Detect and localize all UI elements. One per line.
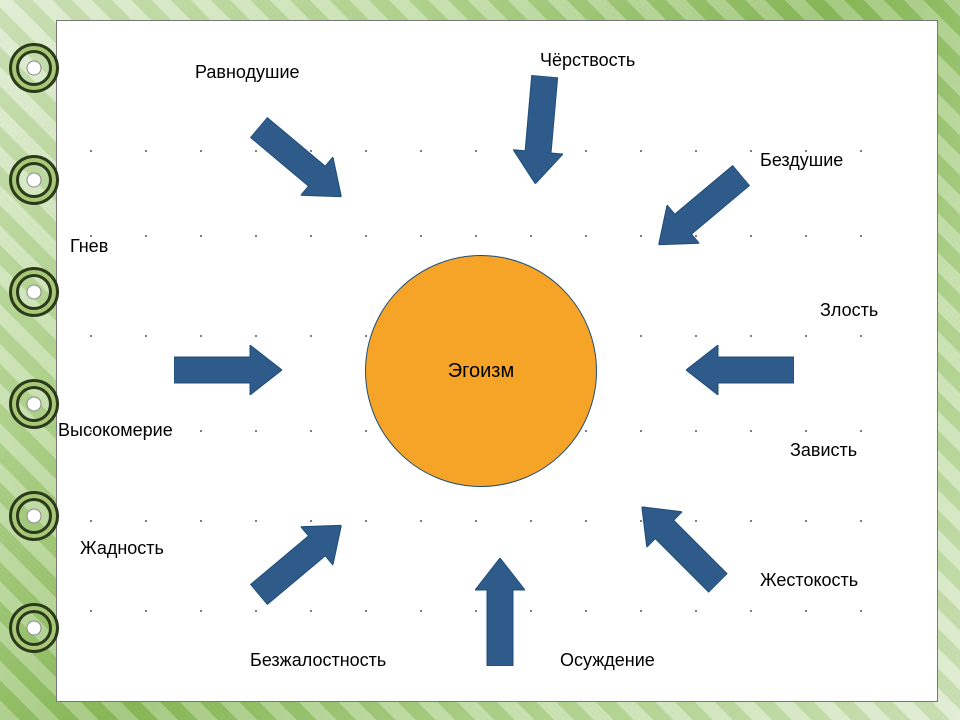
outer-label: Жестокость — [760, 570, 858, 591]
guide-dot — [860, 430, 862, 432]
outer-label: Безжалостность — [250, 650, 386, 671]
arrow — [510, 74, 569, 186]
guide-dot — [365, 335, 367, 337]
guide-dot — [860, 150, 862, 152]
guide-dot — [200, 335, 202, 337]
guide-dot — [475, 150, 477, 152]
guide-dot — [90, 610, 92, 612]
guide-dot — [255, 430, 257, 432]
center-label: Эгоизм — [448, 360, 514, 383]
guide-dot — [200, 150, 202, 152]
guide-dot — [750, 520, 752, 522]
guide-dot — [145, 335, 147, 337]
guide-dot — [860, 335, 862, 337]
guide-dot — [365, 610, 367, 612]
guide-dot — [640, 430, 642, 432]
guide-dot — [200, 520, 202, 522]
guide-dot — [200, 430, 202, 432]
guide-dot — [365, 235, 367, 237]
guide-dot — [750, 430, 752, 432]
guide-dot — [475, 520, 477, 522]
guide-dot — [310, 610, 312, 612]
guide-dot — [310, 335, 312, 337]
guide-dot — [750, 610, 752, 612]
outer-label: Бездушие — [760, 150, 843, 171]
guide-dot — [145, 235, 147, 237]
guide-dot — [585, 430, 587, 432]
guide-dot — [145, 610, 147, 612]
guide-dot — [420, 150, 422, 152]
arrow — [475, 558, 525, 666]
guide-dot — [750, 335, 752, 337]
binder-rings — [0, 0, 56, 720]
binder-ring — [6, 264, 62, 320]
binder-ring — [6, 152, 62, 208]
outer-label: Гнев — [70, 236, 108, 257]
guide-dot — [695, 520, 697, 522]
guide-dot — [420, 235, 422, 237]
guide-dot — [145, 520, 147, 522]
guide-dot — [200, 610, 202, 612]
guide-dot — [585, 150, 587, 152]
guide-dot — [255, 235, 257, 237]
outer-label: Высокомерие — [58, 420, 173, 441]
guide-dot — [860, 520, 862, 522]
outer-label: Жадность — [80, 538, 164, 559]
guide-dot — [310, 430, 312, 432]
guide-dot — [805, 235, 807, 237]
guide-dot — [750, 150, 752, 152]
guide-dot — [695, 430, 697, 432]
guide-dot — [255, 335, 257, 337]
guide-dot — [805, 335, 807, 337]
guide-dot — [750, 235, 752, 237]
guide-dot — [640, 150, 642, 152]
guide-dot — [365, 430, 367, 432]
guide-dot — [585, 235, 587, 237]
guide-dot — [365, 520, 367, 522]
arrow — [686, 345, 794, 395]
guide-dot — [805, 610, 807, 612]
guide-dot — [695, 335, 697, 337]
guide-dot — [310, 235, 312, 237]
guide-dot — [860, 235, 862, 237]
guide-dot — [475, 235, 477, 237]
binder-ring — [6, 40, 62, 96]
guide-dot — [585, 610, 587, 612]
binder-ring — [6, 376, 62, 432]
outer-label: Зависть — [790, 440, 857, 461]
outer-label: Чёрствость — [540, 50, 635, 71]
binder-ring — [6, 488, 62, 544]
outer-label: Злость — [820, 300, 878, 321]
guide-dot — [585, 520, 587, 522]
center-circle: Эгоизм — [365, 255, 597, 487]
guide-dot — [640, 235, 642, 237]
guide-dot — [145, 150, 147, 152]
guide-dot — [90, 335, 92, 337]
guide-dot — [420, 520, 422, 522]
guide-dot — [530, 235, 532, 237]
binder-ring — [6, 600, 62, 656]
arrow — [174, 345, 282, 395]
guide-dot — [365, 150, 367, 152]
guide-dot — [255, 610, 257, 612]
guide-dot — [640, 335, 642, 337]
guide-dot — [695, 150, 697, 152]
guide-dot — [200, 235, 202, 237]
guide-dot — [90, 520, 92, 522]
guide-dot — [805, 520, 807, 522]
guide-dot — [420, 610, 422, 612]
guide-dot — [90, 150, 92, 152]
guide-dot — [695, 610, 697, 612]
guide-dot — [640, 610, 642, 612]
guide-dot — [530, 610, 532, 612]
guide-dot — [530, 520, 532, 522]
outer-label: Равнодушие — [195, 62, 300, 83]
guide-dot — [860, 610, 862, 612]
guide-dot — [255, 520, 257, 522]
guide-dot — [805, 430, 807, 432]
outer-label: Осуждение — [560, 650, 655, 671]
